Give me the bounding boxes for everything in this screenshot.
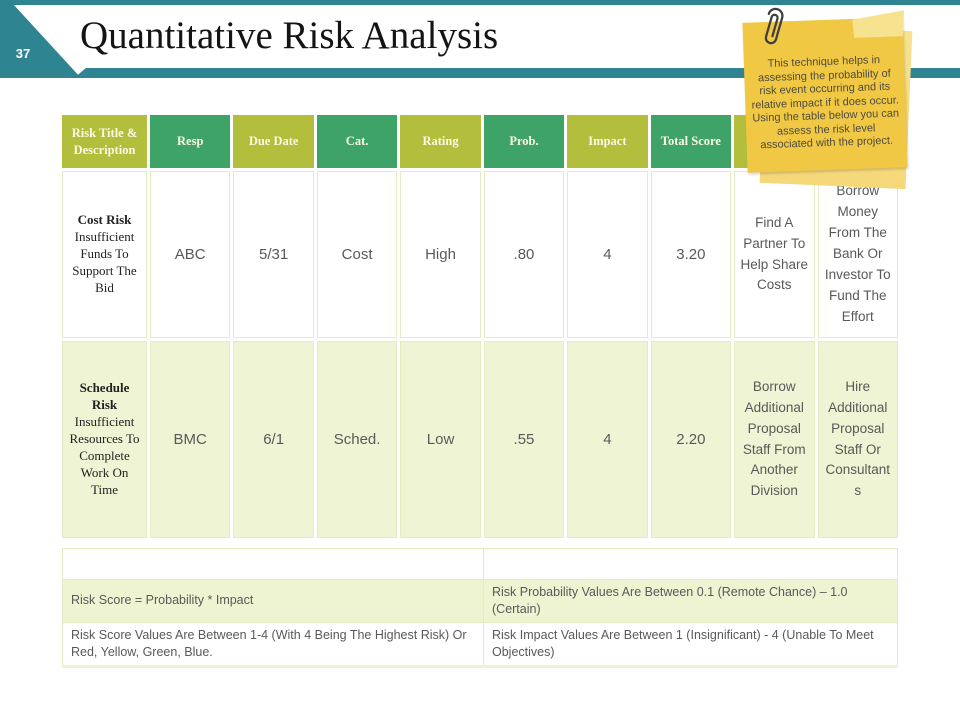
cell-risk-title: Schedule Risk Insufficient Resources To … [62,341,147,538]
sticky-note-text: This technique helps in assessing the pr… [751,54,900,152]
cell-mitigation: Borrow Additional Proposal Staff From An… [734,341,815,538]
cell-resp: BMC [150,341,231,538]
title-underline-bar [74,68,960,78]
risk-title-text: Cost Risk [77,212,132,228]
col-header-rating: Rating [400,115,481,168]
cell-impact: 4 [567,341,648,538]
col-header-cat: Cat. [316,115,398,168]
risk-description-text: Insufficient Resources To Complete Work … [69,414,140,497]
page-title: Quantitative Risk Analysis [80,14,499,57]
table-row: Schedule Risk Insufficient Resources To … [62,341,898,538]
top-accent-bar [0,0,960,5]
risk-title-text: Schedule Risk [79,380,130,413]
col-header-total-score: Total Score [650,115,732,168]
corner-badge-shape [0,4,81,78]
spacer-cell [483,548,898,580]
footnote-row: Risk Score Values Are Between 1-4 (With … [62,621,898,667]
col-header-impact: Impact [567,115,648,168]
footnote-probability-range: Risk Probability Values Are Between 0.1 … [483,579,898,623]
footnote-spacer-row [62,548,898,580]
cell-rating: Low [400,341,481,538]
cell-cat: Sched. [316,341,398,538]
col-header-risk-title: Risk Title & Description [62,115,147,168]
paperclip-icon [764,7,784,45]
cell-prob: .55 [483,341,565,538]
cell-total-score: 2.20 [650,341,732,538]
cell-total-score: 3.20 [650,171,732,338]
cell-cat: Cost [316,171,398,338]
footnote-score-formula: Risk Score = Probability * Impact [62,579,484,623]
cell-resp: ABC [150,171,231,338]
slide-number-badge: 37 [0,0,90,80]
risk-table: Risk Title & Description Resp Due Date C… [59,112,901,541]
col-header-due-date: Due Date [233,115,314,168]
footnote-row: Risk Score = Probability * Impact Risk P… [62,579,898,623]
footnote-score-values: Risk Score Values Are Between 1-4 (With … [62,621,484,667]
cell-due-date: 6/1 [233,341,314,538]
col-header-resp: Resp [150,115,231,168]
cell-prob: .80 [483,171,565,338]
cell-rating: High [400,171,481,338]
slide-number: 37 [15,46,31,61]
cell-mitigation: Find A Partner To Help Share Costs [734,171,815,338]
cell-risk-title: Cost Risk Insufficient Funds To Support … [62,171,147,338]
footnote-table: Risk Score = Probability * Impact Risk P… [62,548,898,668]
spacer-cell [62,548,484,580]
cell-contingency: Borrow Money From The Bank Or Investor T… [817,171,898,338]
footnote-impact-range: Risk Impact Values Are Between 1 (Insign… [483,621,898,667]
cell-impact: 4 [567,171,648,338]
cell-contingency: Hire Additional Proposal Staff Or Consul… [817,341,898,538]
cell-due-date: 5/31 [233,171,314,338]
risk-description-text: Insufficient Funds To Support The Bid [72,229,137,295]
sticky-note-fold [852,10,905,38]
col-header-prob: Prob. [483,115,565,168]
table-row: Cost Risk Insufficient Funds To Support … [62,171,898,338]
